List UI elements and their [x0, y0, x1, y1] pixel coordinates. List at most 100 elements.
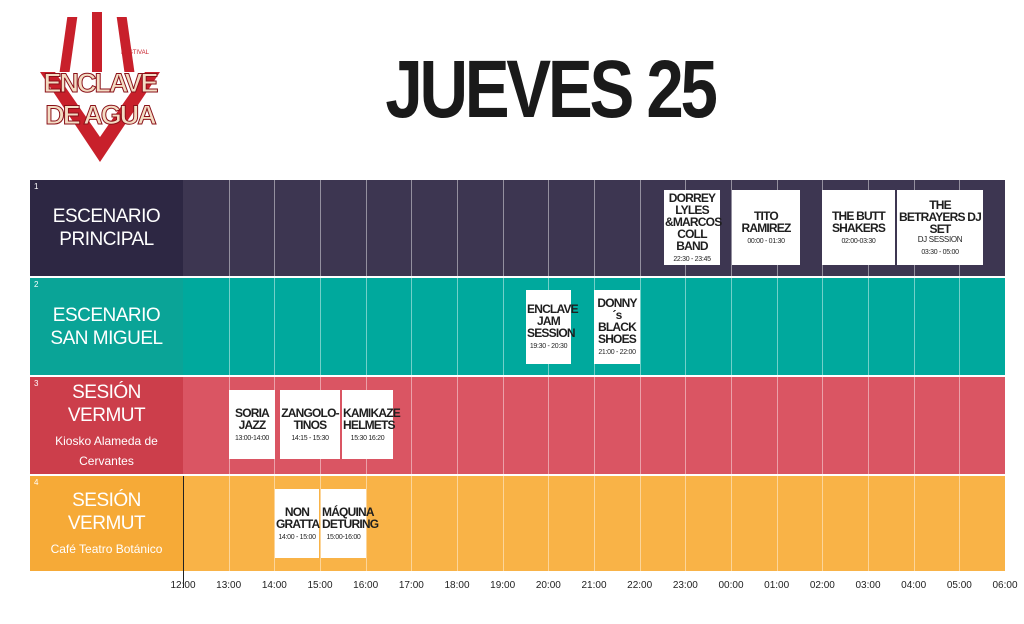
event-time: 22:30 - 23:45 [673, 255, 711, 263]
event: DONNY´s BLACK SHOES 21:00 - 22:00 [594, 290, 640, 364]
hour-line [411, 476, 413, 571]
stage-name: SESIÓN VERMUT [67, 381, 146, 426]
hour-line [502, 278, 504, 375]
hour-line [228, 180, 230, 276]
stage-label: ESCENARIO SAN MIGUEL [30, 278, 183, 375]
logo: FESTIVAL ENCLAVE DE AGUA [40, 12, 160, 162]
stage-label: SESIÓN VERMUT Café Teatro Botánico [30, 476, 183, 571]
stage-number: 4 [34, 478, 39, 487]
hour-line [502, 180, 504, 276]
stage-row: SESIÓN VERMUT Café Teatro Botánico 4 NON GR… [30, 476, 1005, 571]
event-time: 13:00-14:00 [234, 434, 270, 442]
event-time: 15:30 16:20 [350, 434, 385, 442]
time-label: 04:00 [901, 580, 927, 591]
event: NON GRATTA 14:00 - 15:00 [275, 489, 320, 558]
hour-line [776, 377, 778, 474]
hour-line [320, 278, 321, 375]
hour-line [365, 278, 367, 375]
hour-line [320, 476, 321, 571]
time-label: 06:00 [992, 580, 1018, 591]
hour-line [731, 180, 732, 276]
stage-number: 2 [34, 280, 39, 289]
hour-line [502, 377, 504, 474]
stage-number: 3 [34, 379, 39, 388]
hour-line [685, 278, 687, 375]
hour-line [868, 278, 869, 375]
time-label: 01:00 [764, 580, 790, 591]
event-time: 14:00 - 15:00 [278, 533, 316, 541]
hour-line [913, 476, 915, 571]
event: THE BETRAYERS DJ SET DJ SESSION 03:30 - 05… [897, 190, 983, 265]
hour-line [639, 278, 641, 375]
hour-line [457, 377, 458, 474]
time-label: 19:00 [490, 580, 516, 591]
stage-name: ESCENARIO SAN MIGUEL [50, 304, 163, 349]
time-label: 18:00 [444, 580, 470, 591]
event: THE BUTT SHAKERS 02:00-03:30 [822, 190, 895, 265]
stage-number: 1 [34, 182, 39, 191]
event-name: DORREY LYLES &MARCOS COLL BAND [665, 190, 722, 253]
hour-line [913, 278, 915, 375]
hour-line [594, 180, 595, 276]
hour-line [502, 476, 504, 571]
event-time: 00:00 - 01:30 [747, 237, 785, 245]
time-label: 05:00 [946, 580, 972, 591]
event: SORIA JAZZ 13:00-14:00 [229, 390, 275, 459]
axis-line [183, 476, 184, 588]
hour-line [731, 476, 732, 571]
event-time: 03:30 - 05:00 [921, 248, 959, 256]
stage-subtitle: Kiosko Alameda de Cervantes [55, 433, 158, 468]
time-label: 02:00 [809, 580, 835, 591]
stage-name: ESCENARIO PRINCIPAL [52, 206, 161, 250]
event-name: SORIA JAZZ [234, 405, 270, 432]
hour-line [548, 476, 550, 571]
hour-line [822, 377, 824, 474]
hour-line [411, 278, 413, 375]
event: ZANGOLO-TINOS 14:15 - 15:30 [280, 390, 340, 459]
stage-label: SESIÓN VERMUT Kiosko Alameda de Cervantes [30, 377, 183, 474]
time-label: 12:00 [170, 580, 196, 591]
event-time: 19:30 - 20:30 [529, 343, 568, 350]
event-name: DONNY´s BLACK SHOES [597, 296, 637, 346]
time-label: 13:00 [216, 580, 242, 591]
time-label: 15:00 [307, 580, 333, 591]
event-name: TITO RAMIREZ [741, 208, 791, 235]
hour-line [776, 278, 778, 375]
hour-line [411, 180, 413, 276]
time-label: 23:00 [672, 580, 698, 591]
hour-line [594, 476, 595, 571]
hour-line [639, 180, 641, 276]
event-time: 21:00 - 22:00 [598, 349, 636, 356]
hour-line [548, 377, 550, 474]
hour-line [457, 476, 458, 571]
logo-small: FESTIVAL [121, 50, 150, 56]
hour-line [959, 278, 961, 375]
hour-line [594, 377, 595, 474]
event-name: ZANGOLO-TINOS [281, 405, 339, 432]
hour-line [274, 180, 276, 276]
hour-line [365, 180, 367, 276]
stage-label: ESCENARIO PRINCIPAL [30, 180, 183, 276]
event-extra: DJ SESSION [917, 234, 963, 244]
event-time: 14:15 - 15:30 [291, 434, 329, 442]
hour-line [548, 180, 550, 276]
hour-line [228, 278, 230, 375]
hour-line [776, 476, 778, 571]
stage-name: SESIÓN VERMUT [67, 489, 146, 534]
hour-line [685, 377, 687, 474]
event-name: ENCLAVE JAM SESSION [527, 302, 579, 340]
event-name: MÁQUINA DETURING [322, 504, 379, 531]
hour-line [731, 278, 732, 375]
hour-line [868, 377, 869, 474]
hour-line [822, 278, 824, 375]
time-label: 03:00 [855, 580, 881, 591]
logo-line2: DE AGUA [45, 100, 156, 130]
hour-line [411, 377, 413, 474]
event-name: NON GRATTA [276, 504, 320, 531]
hour-line [822, 476, 824, 571]
hour-line [457, 278, 458, 375]
stage-subtitle: Café Teatro Botánico [50, 541, 163, 556]
stage-row: SESIÓN VERMUT Kiosko Alameda de Cervantes… [30, 377, 1005, 474]
time-label: 21:00 [581, 580, 607, 591]
